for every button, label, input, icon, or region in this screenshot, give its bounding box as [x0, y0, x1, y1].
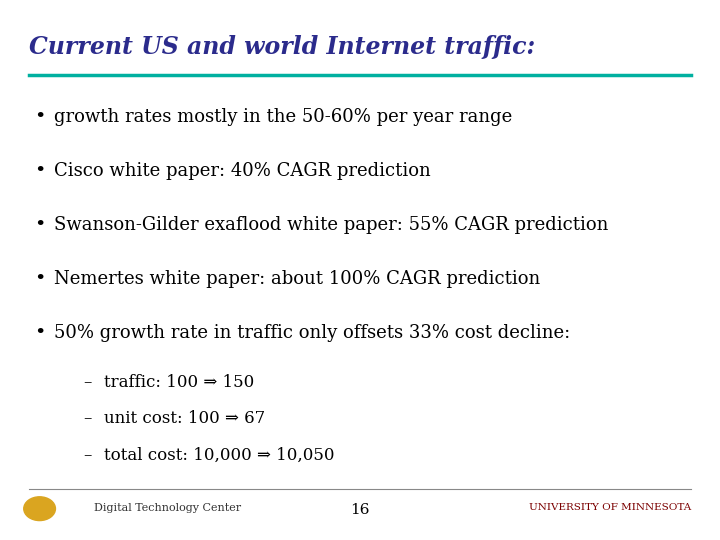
Text: •: •: [34, 270, 45, 288]
Text: •: •: [34, 108, 45, 126]
Text: Swanson-Gilder exaflood white paper: 55% CAGR prediction: Swanson-Gilder exaflood white paper: 55%…: [54, 216, 608, 234]
Text: –: –: [83, 410, 91, 427]
Text: total cost: 10,000 ⇒ 10,050: total cost: 10,000 ⇒ 10,050: [104, 447, 335, 464]
Text: 16: 16: [350, 503, 370, 517]
Text: –: –: [83, 374, 91, 390]
Text: Digital Technology Center: Digital Technology Center: [94, 503, 240, 514]
Text: Nemertes white paper: about 100% CAGR prediction: Nemertes white paper: about 100% CAGR pr…: [54, 270, 540, 288]
Text: Cisco white paper: 40% CAGR prediction: Cisco white paper: 40% CAGR prediction: [54, 162, 431, 180]
Text: unit cost: 100 ⇒ 67: unit cost: 100 ⇒ 67: [104, 410, 266, 427]
Text: •: •: [34, 216, 45, 234]
Text: traffic: 100 ⇒ 150: traffic: 100 ⇒ 150: [104, 374, 255, 390]
Text: 50% growth rate in traffic only offsets 33% cost decline:: 50% growth rate in traffic only offsets …: [54, 324, 570, 342]
Text: •: •: [34, 162, 45, 180]
Text: growth rates mostly in the 50-60% per year range: growth rates mostly in the 50-60% per ye…: [54, 108, 512, 126]
Circle shape: [24, 497, 55, 521]
Text: UNIVERSITY OF MINNESOTA: UNIVERSITY OF MINNESOTA: [529, 503, 691, 512]
Text: Current US and world Internet traffic:: Current US and world Internet traffic:: [29, 35, 535, 59]
Text: •: •: [34, 324, 45, 342]
Text: –: –: [83, 447, 91, 464]
